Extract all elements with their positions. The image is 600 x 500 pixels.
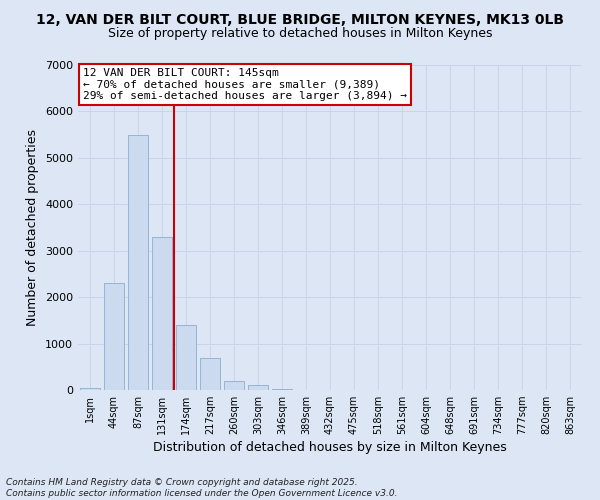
- Bar: [80, 388, 100, 390]
- Bar: [272, 388, 292, 390]
- Bar: [224, 380, 244, 390]
- Bar: [128, 134, 148, 390]
- Text: 12 VAN DER BILT COURT: 145sqm
← 70% of detached houses are smaller (9,389)
29% o: 12 VAN DER BILT COURT: 145sqm ← 70% of d…: [83, 68, 407, 102]
- Bar: [104, 283, 124, 390]
- Text: 12, VAN DER BILT COURT, BLUE BRIDGE, MILTON KEYNES, MK13 0LB: 12, VAN DER BILT COURT, BLUE BRIDGE, MIL…: [36, 12, 564, 26]
- Bar: [152, 237, 172, 390]
- Bar: [200, 358, 220, 390]
- X-axis label: Distribution of detached houses by size in Milton Keynes: Distribution of detached houses by size …: [153, 442, 507, 454]
- Y-axis label: Number of detached properties: Number of detached properties: [26, 129, 40, 326]
- Text: Size of property relative to detached houses in Milton Keynes: Size of property relative to detached ho…: [108, 28, 492, 40]
- Bar: [176, 325, 196, 390]
- Bar: [248, 386, 268, 390]
- Text: Contains HM Land Registry data © Crown copyright and database right 2025.
Contai: Contains HM Land Registry data © Crown c…: [6, 478, 398, 498]
